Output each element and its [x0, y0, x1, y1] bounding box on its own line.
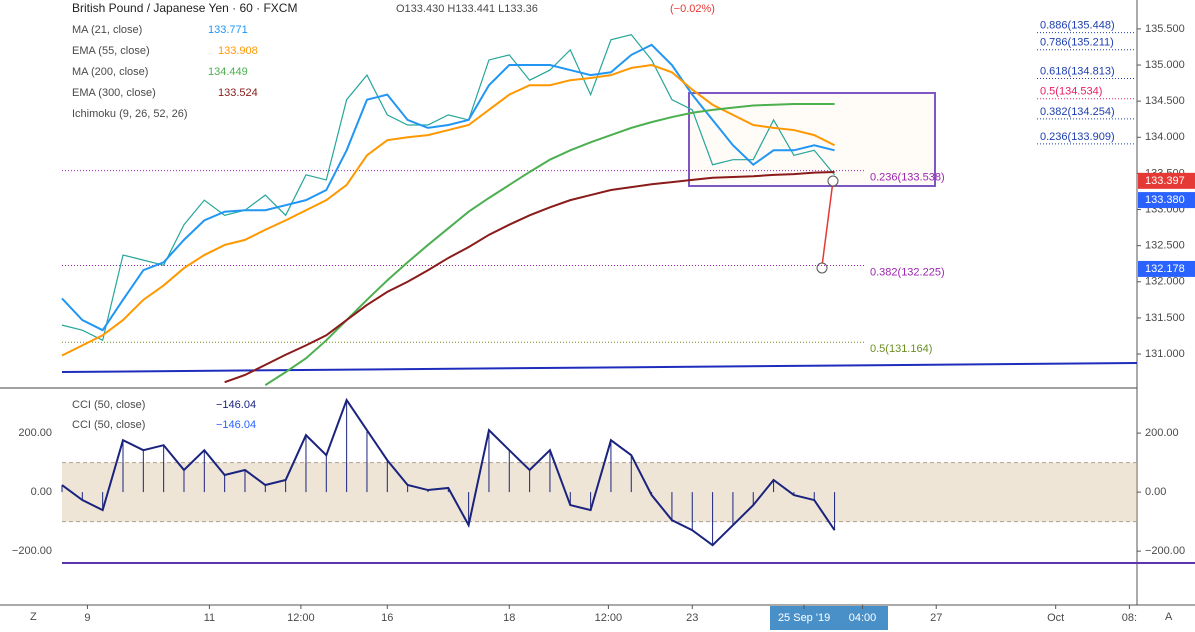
symbol-title: British Pound / Japanese Yen · 60 · FXCM [72, 1, 297, 15]
y-tick-label: 135.000 [1145, 59, 1185, 71]
fib-label: 0.236(133.909) [1040, 131, 1115, 143]
fib-label: 0.382(134.254) [1040, 106, 1115, 118]
indicator-line [224, 170, 835, 384]
fib-label: 0.5(134.534) [1040, 86, 1102, 98]
x-tick-label: 27 [930, 612, 942, 624]
y-tick-label: 131.000 [1145, 348, 1185, 360]
ohlc: O133.430 H133.441 L133.36 [396, 3, 538, 15]
price-tag-label: 132.178 [1145, 263, 1185, 275]
price-tag-label: 133.380 [1145, 194, 1185, 206]
legend-value: 133.771 [208, 24, 248, 36]
y-tick-label: 200.00 [18, 427, 52, 439]
corner-label: A [1165, 611, 1173, 623]
y-tick-label: 132.500 [1145, 240, 1185, 252]
y-tick-label: −200.00 [1145, 545, 1185, 557]
legend-name: EMA (300, close) [72, 87, 156, 99]
x-tick-label: 12:00 [287, 612, 315, 624]
price-tag [1138, 260, 1195, 277]
legend-name: MA (21, close) [72, 24, 142, 36]
y-tick-label: 135.500 [1145, 23, 1185, 35]
projection-arrow [821, 180, 834, 267]
y-tick-label: 200.00 [1145, 427, 1179, 439]
legend-name: CCI (50, close) [72, 399, 145, 411]
ichimoku-legend: Ichimoku (9, 26, 52, 26) [72, 108, 188, 120]
fib-label: 0.382(132.225) [870, 266, 945, 278]
y-tick-label: 0.00 [1145, 486, 1166, 498]
cci-band [62, 462, 1137, 522]
price-tag-label: 133.397 [1145, 175, 1185, 187]
legend-value: 133.524 [218, 87, 258, 99]
cci-line [61, 397, 836, 547]
x-tick-label: Oct [1047, 612, 1064, 624]
target-point [816, 262, 828, 274]
fib-label: 0.5(131.164) [870, 343, 932, 355]
y-tick-label: 134.000 [1145, 131, 1185, 143]
x-tick-label: 11 [204, 612, 215, 624]
x-tick-label: 16 [381, 612, 393, 624]
crosshair-time-box [770, 606, 888, 630]
indicator-line [61, 64, 836, 357]
x-tick-label: 04:00 [849, 612, 877, 624]
y-tick-label: 132.000 [1145, 276, 1185, 288]
trend-line [61, 362, 1138, 373]
x-tick-label: 08: [1122, 612, 1137, 624]
legend-value: 133.908 [218, 45, 258, 57]
fib-label: 0.786(135.211) [1040, 37, 1114, 49]
y-tick-label: 134.500 [1145, 95, 1185, 107]
indicator-line [264, 103, 835, 386]
legend-name: CCI (50, close) [72, 419, 145, 431]
price-tag [1138, 192, 1195, 209]
anchor-point [827, 175, 839, 187]
legend-value: 134.449 [208, 66, 248, 78]
fib-label: 0.618(134.813) [1040, 65, 1115, 77]
x-tick-label: 25 Sep '19 [778, 612, 830, 624]
x-tick-label: 18 [503, 612, 515, 624]
y-tick-label: −200.00 [12, 545, 52, 557]
fib-label: 0.236(133.538) [870, 172, 945, 184]
legend-value: −146.04 [216, 399, 256, 411]
legend-name: EMA (55, close) [72, 45, 150, 57]
y-tick-label: 0.00 [31, 486, 52, 498]
y-tick-label: 131.500 [1145, 312, 1185, 324]
price-tag [1138, 172, 1195, 189]
x-tick-label: 23 [686, 612, 698, 624]
corner-label: Z [30, 611, 37, 623]
legend-name: MA (200, close) [72, 66, 148, 78]
change: (−0.02%) [670, 3, 715, 15]
x-tick-label: 9 [84, 612, 90, 624]
legend-value: −146.04 [216, 419, 256, 431]
fib-label: 0.886(135.448) [1040, 20, 1115, 32]
price-line [61, 34, 836, 342]
x-tick-label: 12:00 [595, 612, 623, 624]
